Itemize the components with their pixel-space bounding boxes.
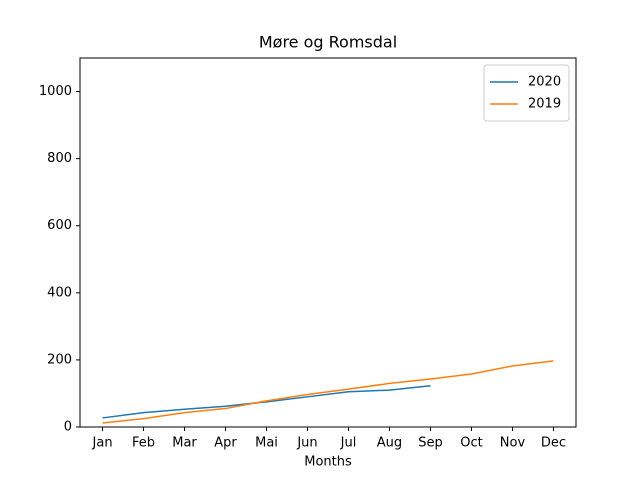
x-tick-label: Jun xyxy=(296,436,317,451)
y-tick-label: 0 xyxy=(64,420,72,435)
x-tick-label: Jul xyxy=(340,436,357,451)
line-series xyxy=(102,360,554,424)
x-tick-label: Nov xyxy=(500,436,526,451)
x-tick-label: Dec xyxy=(541,436,566,451)
chart-title: Møre og Romsdal xyxy=(259,33,397,52)
y-tick-label: 800 xyxy=(47,151,72,166)
x-tick-label: Feb xyxy=(132,436,155,451)
y-tick-label: 1000 xyxy=(39,84,72,99)
legend-label: 2020 xyxy=(528,75,561,90)
legend-label: 2019 xyxy=(528,97,561,112)
plot-frame xyxy=(79,57,577,428)
x-tick-label: Aug xyxy=(377,436,402,451)
y-tick-label: 600 xyxy=(47,218,72,233)
x-tick-label: Mar xyxy=(172,436,197,451)
x-tick-label: Oct xyxy=(460,436,482,451)
line-series xyxy=(102,384,431,419)
x-tick-label: Sep xyxy=(418,436,443,451)
y-tick-label: 200 xyxy=(47,352,72,367)
x-tick-label: Apr xyxy=(214,436,237,451)
x-tick-label: Jan xyxy=(92,436,113,451)
x-axis-label: Months xyxy=(304,455,352,470)
y-tick-label: 400 xyxy=(47,285,72,300)
x-tick-label: Mai xyxy=(255,436,278,451)
legend-box xyxy=(483,64,570,122)
